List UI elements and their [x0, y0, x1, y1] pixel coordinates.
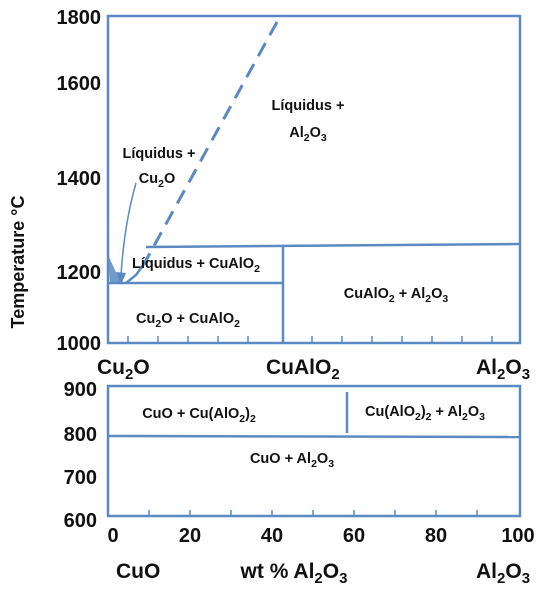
lower-x-tick-marks	[107, 510, 521, 516]
y-tick-1000: 1000	[57, 333, 102, 355]
cu2o-liquidus-edge	[108, 255, 121, 283]
lower-diagram: 900 800 700 600 CuO + Cu(AlO2)2 Cu(AlO2)…	[64, 379, 535, 587]
region-liquidus-al2o3-line2: Al2O3	[289, 125, 327, 144]
x-axis-title: wt % Al2O3	[240, 560, 348, 587]
x-label-cuo: CuO	[116, 560, 160, 583]
y-tick-1600: 1600	[57, 73, 102, 95]
y-axis-title: Temperature °C	[8, 196, 28, 329]
lower-y-tick-900: 900	[64, 379, 97, 401]
y-tick-1400: 1400	[57, 168, 102, 190]
lower-y-tick-600: 600	[64, 510, 97, 532]
x-tick-100: 100	[501, 525, 534, 547]
region-cualo2-al2o3: CuAlO2 + Al2O3	[344, 286, 449, 305]
upper-diagram: 1800 1600 1400 1200 1000 Temperature °C …	[8, 7, 530, 383]
x-label-cu2o: Cu2O	[97, 356, 150, 383]
region-cuo-al2o3: CuO + Al2O3	[250, 451, 334, 470]
x-tick-60: 60	[343, 525, 365, 547]
region-cu2o-cualo2: Cu2O + CuAlO2	[136, 311, 240, 330]
liquidus-dashed-line	[142, 21, 279, 265]
lower-transition-line	[107, 434, 521, 439]
region-cuo-cualo2-2: CuO + Cu(AlO2)2	[142, 406, 256, 425]
x-tick-20: 20	[179, 525, 201, 547]
lower-frame	[106, 384, 522, 518]
peritectic-line-1260	[145, 242, 521, 249]
upper-frame	[106, 14, 522, 345]
region-liquidus-al2o3-line1: Líquidus +	[272, 98, 345, 114]
region-liquidus-cu2o-line2: Cu2O	[139, 171, 175, 190]
x-label-al2o3-lower: Al2O3	[476, 560, 530, 587]
lower-y-tick-700: 700	[64, 467, 97, 489]
region-cualo2-2-al2o3: Cu(AlO2)2 + Al2O3	[365, 404, 485, 423]
x-tick-0: 0	[107, 525, 118, 547]
y-tick-1800: 1800	[57, 7, 102, 29]
upper-x-tick-marks	[127, 336, 493, 343]
region-liquidus-cu2o-line1: Líquidus +	[123, 146, 196, 162]
x-tick-40: 40	[261, 525, 283, 547]
x-label-al2o3: Al2O3	[476, 356, 530, 383]
x-label-cualo2: CuAlO2	[266, 356, 340, 383]
region-liquidus-cualo2: Líquidus + CuAlO2	[132, 256, 260, 275]
lower-y-tick-800: 800	[64, 424, 97, 446]
x-tick-80: 80	[425, 525, 447, 547]
liquidus-solid-line	[125, 263, 146, 284]
eutectic-arrow	[116, 182, 137, 285]
y-tick-1200: 1200	[57, 262, 102, 284]
